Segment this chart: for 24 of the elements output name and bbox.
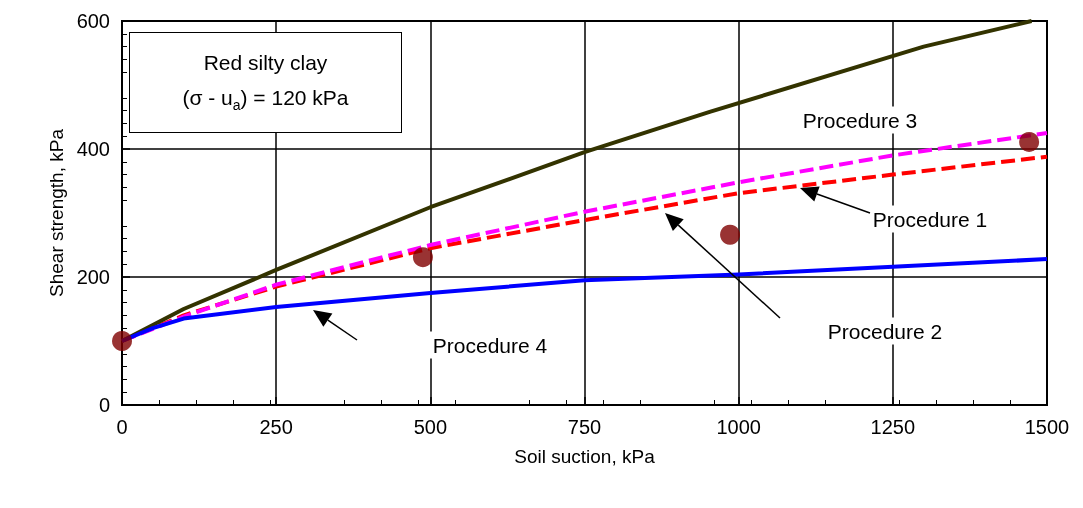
x-tick-label: 1250 (870, 416, 916, 438)
annotation: Procedure 2 (827, 319, 943, 343)
text-box: Red silty clay (σ - u$_{a}$) = 120 kPa (129, 32, 402, 133)
y-tick-label: 200 (76, 266, 110, 288)
y-axis-title: Shear strength, kPa (45, 128, 67, 297)
x-tick-label: 500 (413, 416, 448, 438)
point (720, 224, 741, 245)
annotation: (σ - u$_{a}$) = 120 kPa (182, 86, 349, 114)
x-tick-label: 250 (259, 416, 293, 438)
x-tick-label: 750 (567, 416, 602, 438)
annotation: Red silty clay (203, 51, 328, 75)
y-tick-label: 400 (76, 138, 110, 160)
annotation: Procedure 3 (802, 108, 918, 132)
point (412, 247, 433, 268)
y-tick-label: 600 (76, 10, 110, 32)
point (112, 331, 132, 351)
annotation: Procedure 4 (432, 333, 548, 357)
annotation: Procedure 1 (872, 207, 988, 231)
x-tick-label: 0 (116, 416, 128, 438)
x-tick-label: 1000 (716, 416, 761, 438)
x-tick-label: 1500 (1024, 416, 1070, 438)
x-axis-title: Soil suction, kPa (514, 446, 656, 467)
y-tick-label: 0 (98, 394, 110, 416)
point (1019, 131, 1040, 152)
